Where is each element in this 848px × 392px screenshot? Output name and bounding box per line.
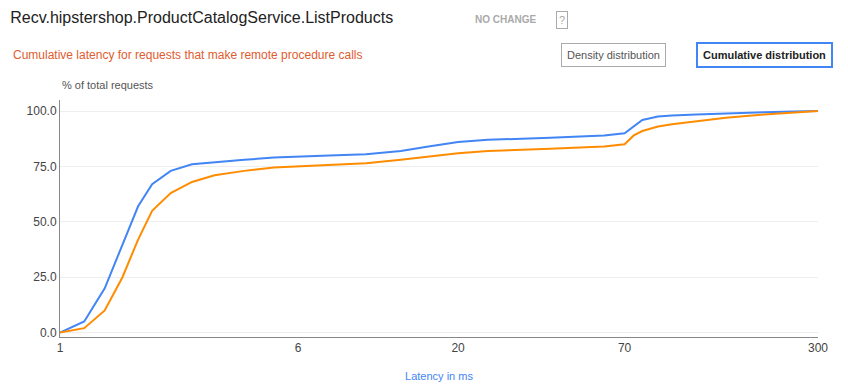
- svg-text:Density distribution: Density distribution: [567, 49, 660, 61]
- svg-text:NO CHANGE: NO CHANGE: [475, 14, 536, 25]
- svg-text:0.0: 0.0: [40, 326, 57, 340]
- svg-text:50.0: 50.0: [33, 215, 57, 229]
- svg-text:70: 70: [618, 341, 632, 355]
- svg-text:6: 6: [295, 341, 302, 355]
- svg-text:100.0: 100.0: [27, 104, 57, 118]
- svg-text:300: 300: [808, 341, 828, 355]
- svg-text:?: ?: [559, 14, 565, 26]
- svg-text:Recv.hipstershop.ProductCatalo: Recv.hipstershop.ProductCatalogService.L…: [10, 9, 393, 26]
- svg-text:Cumulative distribution: Cumulative distribution: [703, 49, 826, 61]
- svg-text:25.0: 25.0: [33, 270, 57, 284]
- svg-text:Cumulative latency for request: Cumulative latency for requests that mak…: [13, 48, 363, 62]
- svg-text:% of total requests: % of total requests: [62, 79, 154, 91]
- svg-text:75.0: 75.0: [33, 160, 57, 174]
- svg-text:Latency in ms: Latency in ms: [405, 370, 473, 382]
- svg-text:1: 1: [57, 341, 64, 355]
- svg-text:20: 20: [451, 341, 465, 355]
